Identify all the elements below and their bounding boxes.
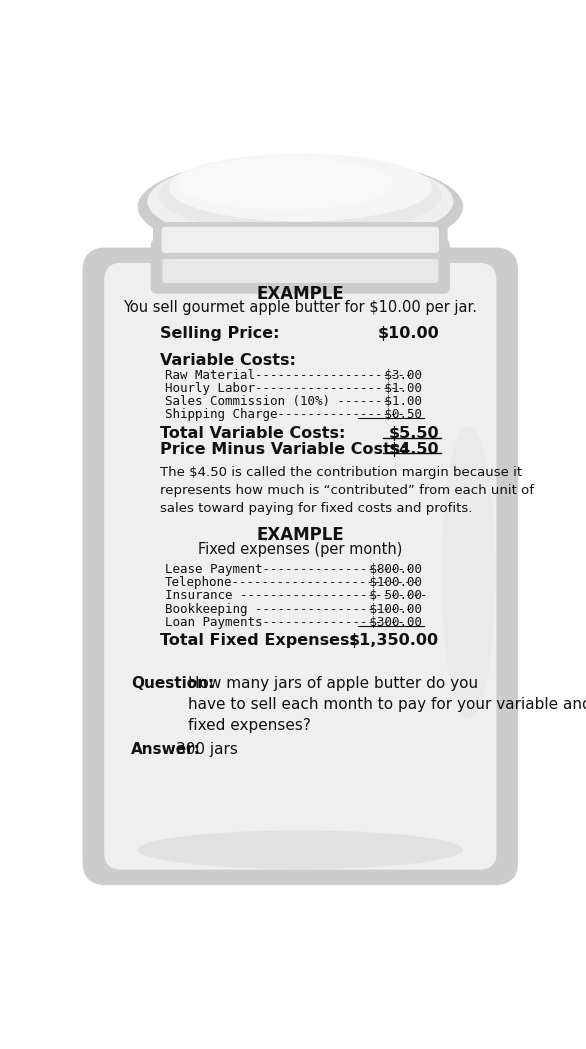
Text: You sell gourmet apple butter for $10.00 per jar.: You sell gourmet apple butter for $10.00… [123,300,478,315]
Text: Fixed expenses (per month): Fixed expenses (per month) [198,541,403,557]
Text: Question:: Question: [131,677,214,691]
Text: $4.50: $4.50 [389,442,439,456]
Text: Price Minus Variable Costs:: Price Minus Variable Costs: [160,442,407,456]
Text: $ 50.00: $ 50.00 [362,590,422,602]
Text: Shipping Charge-----------------: Shipping Charge----------------- [165,408,405,422]
FancyBboxPatch shape [162,227,439,253]
Text: $300.00: $300.00 [362,616,422,628]
FancyBboxPatch shape [170,250,431,260]
Text: Sales Commission (10%) -------: Sales Commission (10%) ------- [165,395,390,408]
Text: $1.00: $1.00 [377,395,422,408]
Text: Lease Payment--------------------: Lease Payment-------------------- [165,563,412,576]
Text: Hourly Labor--------------------: Hourly Labor-------------------- [165,382,405,395]
Text: $100.00: $100.00 [362,576,422,590]
Text: $1,350.00: $1,350.00 [349,633,439,647]
Text: Telephone-------------------------: Telephone------------------------- [165,576,420,590]
FancyBboxPatch shape [151,239,450,294]
Ellipse shape [441,426,496,719]
FancyBboxPatch shape [153,222,448,259]
Text: $0.50: $0.50 [377,408,422,422]
Text: $1.00: $1.00 [377,382,422,395]
FancyBboxPatch shape [104,263,496,870]
Text: $100.00: $100.00 [362,602,422,616]
Text: Answer:: Answer: [131,742,201,757]
Text: 300 jars: 300 jars [176,742,238,757]
Text: Variable Costs:: Variable Costs: [160,354,296,368]
Text: Bookkeeping ---------------------: Bookkeeping --------------------- [165,602,412,616]
Text: $10.00: $10.00 [377,326,439,341]
FancyBboxPatch shape [83,248,518,885]
Text: Insurance -------------------------: Insurance ------------------------- [165,590,427,602]
Text: Total Variable Costs:: Total Variable Costs: [160,426,345,442]
Ellipse shape [176,157,393,210]
Text: How many jars of apple butter do you
have to sell each month to pay for your var: How many jars of apple butter do you hav… [188,677,586,733]
FancyBboxPatch shape [162,247,438,283]
Ellipse shape [169,153,432,221]
Text: Selling Price:: Selling Price: [160,326,280,341]
Text: The $4.50 is called the contribution margin because it
represents how much is “c: The $4.50 is called the contribution mar… [160,466,534,515]
Text: Loan Payments-------------------: Loan Payments------------------- [165,616,405,628]
Text: $800.00: $800.00 [362,563,422,576]
Text: $5.50: $5.50 [389,426,439,442]
Text: Raw Material---------------------: Raw Material--------------------- [165,369,412,382]
Text: Total Fixed Expenses:: Total Fixed Expenses: [160,633,356,647]
Ellipse shape [147,157,454,245]
Ellipse shape [138,831,463,869]
Text: EXAMPLE: EXAMPLE [257,527,344,544]
Text: $3.00: $3.00 [377,369,422,382]
Ellipse shape [159,156,442,234]
Text: EXAMPLE: EXAMPLE [257,285,344,303]
Ellipse shape [138,156,463,257]
